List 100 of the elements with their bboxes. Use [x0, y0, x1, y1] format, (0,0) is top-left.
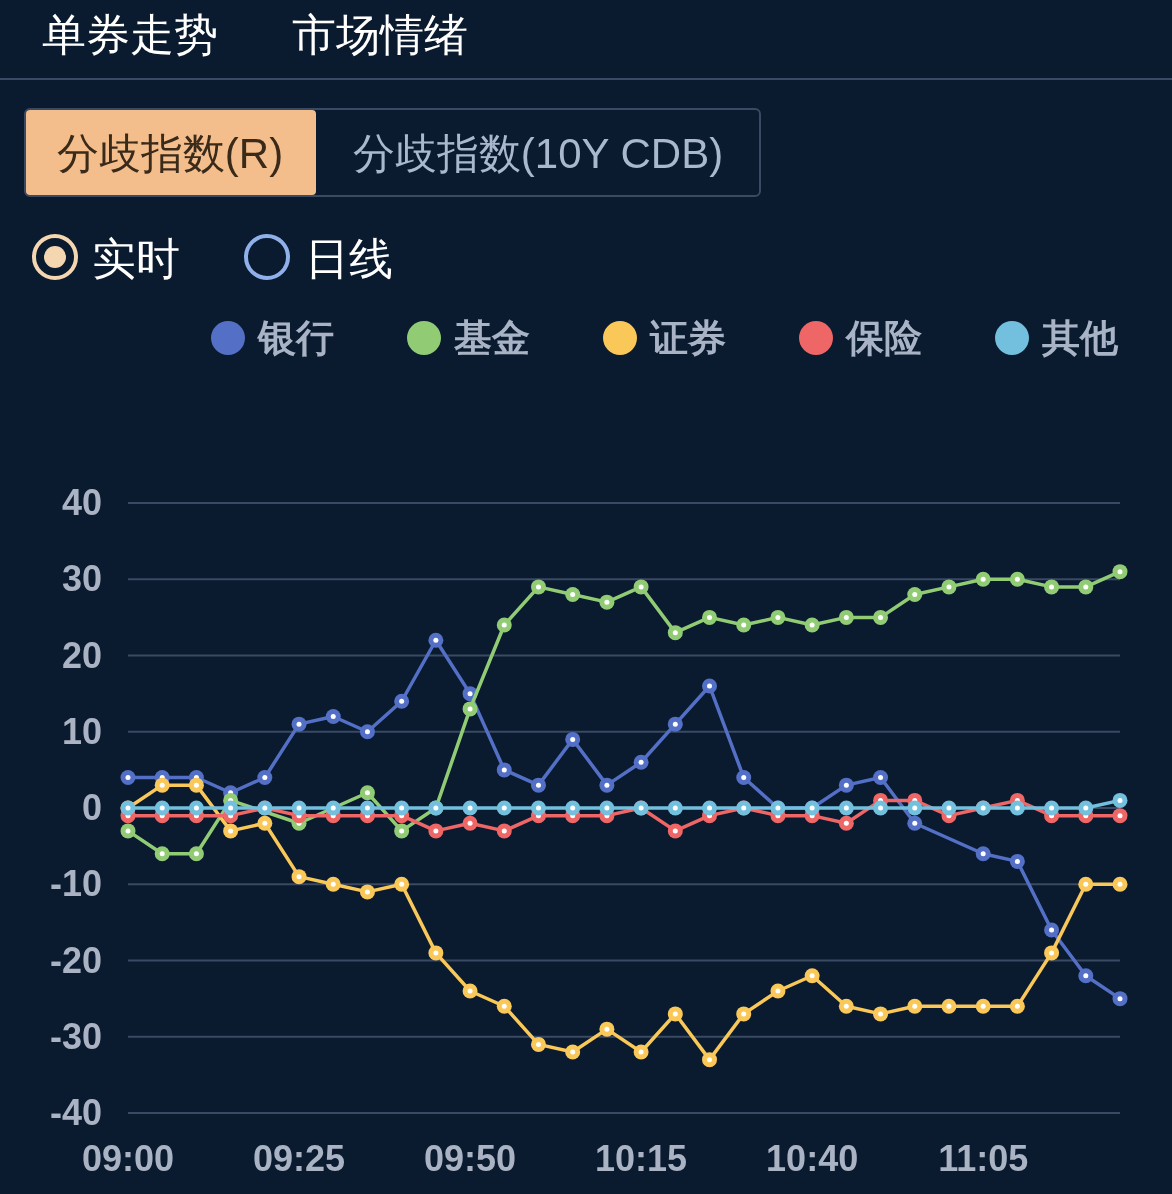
point [1112, 808, 1128, 824]
point [702, 678, 718, 694]
point [291, 800, 307, 816]
point [565, 1044, 581, 1060]
point [736, 617, 752, 633]
point [838, 998, 854, 1014]
point [1112, 991, 1128, 1007]
point [496, 823, 512, 839]
point [941, 800, 957, 816]
point [325, 800, 341, 816]
point [1078, 800, 1094, 816]
point [907, 587, 923, 602]
point [838, 777, 854, 793]
point [530, 579, 546, 595]
point [736, 770, 752, 785]
point [359, 724, 375, 740]
point [257, 815, 273, 831]
text: 分歧指数(R) [56, 130, 284, 177]
point [428, 945, 444, 961]
point [154, 800, 170, 816]
point [599, 1021, 615, 1037]
point [565, 587, 581, 602]
y-tick-label: -30 [49, 1015, 102, 1057]
point [1078, 579, 1094, 595]
point [667, 716, 683, 732]
legend-label: 银行 [256, 317, 334, 359]
point [975, 998, 991, 1014]
legend-label: 证券 [649, 317, 726, 359]
text: 单券走势 [42, 10, 218, 59]
point [804, 617, 820, 633]
text: 分歧指数(10Y CDB) [352, 130, 724, 177]
point [496, 800, 512, 816]
point [1112, 792, 1128, 808]
point [702, 609, 718, 625]
x-tick-label: 09:00 [81, 1138, 175, 1179]
x-tick-label: 11:05 [938, 1138, 1029, 1179]
text: 市场情绪 [292, 10, 468, 59]
y-tick-label: 0 [81, 787, 102, 828]
point [975, 571, 991, 587]
y-tick-label: 20 [61, 634, 102, 676]
point [188, 846, 204, 862]
point [1112, 564, 1128, 580]
y-tick-label: -40 [49, 1092, 102, 1133]
point [702, 800, 718, 816]
point [120, 770, 136, 785]
point [428, 823, 444, 839]
point [599, 800, 615, 816]
point [496, 998, 512, 1014]
legend-label: 基金 [453, 317, 530, 359]
y-tick-label: 40 [61, 482, 102, 523]
point [975, 846, 991, 862]
text: 实时 [92, 234, 180, 283]
point [599, 777, 615, 793]
point [804, 968, 820, 984]
point [599, 594, 615, 610]
point [633, 579, 649, 595]
point [667, 823, 683, 839]
point [873, 1006, 889, 1022]
point [291, 716, 307, 732]
point [257, 770, 273, 785]
point [462, 800, 478, 816]
point [667, 625, 683, 641]
y-tick-label: -10 [49, 863, 102, 905]
point [394, 823, 410, 839]
point [1009, 998, 1025, 1014]
point [838, 609, 854, 625]
legend-label: 其他 [1041, 317, 1119, 359]
point [667, 800, 683, 816]
x-tick-label: 09:25 [253, 1138, 346, 1179]
point [565, 731, 581, 747]
point [188, 777, 204, 793]
point [462, 983, 478, 999]
point [394, 876, 410, 892]
point [1078, 876, 1094, 892]
point [770, 609, 786, 625]
point [496, 617, 512, 633]
point [1044, 945, 1060, 961]
point [530, 800, 546, 816]
x-tick-label: 10:40 [766, 1138, 859, 1179]
point [359, 884, 375, 900]
point [325, 709, 341, 724]
point [838, 800, 854, 816]
point [394, 800, 410, 816]
point [1009, 571, 1025, 587]
point [462, 701, 478, 717]
point [359, 785, 375, 801]
point [838, 815, 854, 831]
point [1112, 876, 1128, 892]
text: 日线 [305, 234, 393, 283]
point [120, 823, 136, 839]
point [736, 1006, 752, 1022]
y-tick-label: -20 [49, 939, 102, 981]
point [1009, 800, 1025, 816]
point [907, 800, 923, 816]
point [496, 762, 512, 778]
point [530, 777, 546, 793]
point [907, 998, 923, 1014]
point [154, 846, 170, 862]
x-tick-label: 10:15 [595, 1138, 688, 1179]
point [1009, 853, 1025, 869]
